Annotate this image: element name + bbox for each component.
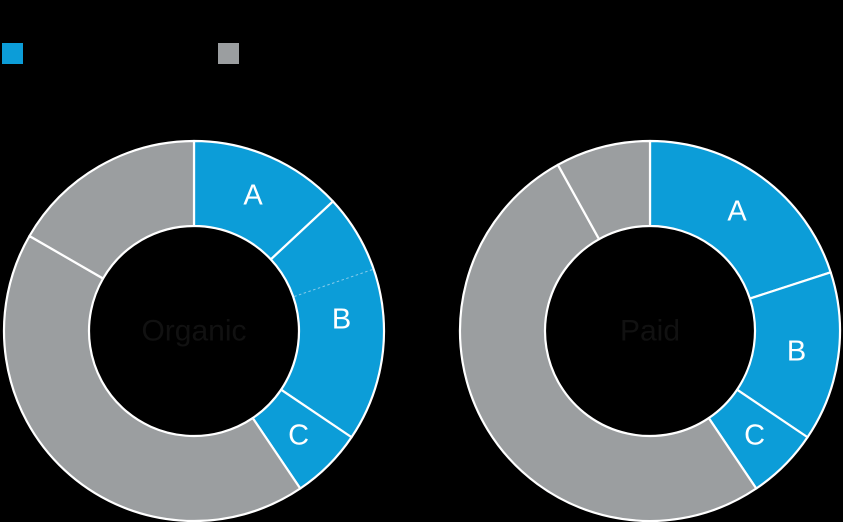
donut-segment-other-4 <box>28 139 196 280</box>
donut-segment-a <box>648 139 832 300</box>
segment-label-b: B <box>787 336 806 368</box>
segment-label-c: C <box>744 420 765 452</box>
faint-segment-divider <box>294 268 373 297</box>
donut-chart-organic: A B C Organic <box>2 139 386 522</box>
legend-swatch-blue <box>2 43 23 64</box>
segment-label-c: C <box>288 420 309 452</box>
center-label-organic: Organic <box>141 315 246 348</box>
segment-label-a: A <box>727 195 747 227</box>
segment-label-a: A <box>243 179 263 211</box>
donut-chart-paid: A B C Paid <box>458 139 842 522</box>
center-label-paid: Paid <box>620 315 680 348</box>
donut-segment-other-3 <box>458 163 758 522</box>
donut-segment-b <box>269 200 386 439</box>
donut-segment-other-4 <box>556 139 652 241</box>
legend-swatch-gray <box>218 43 239 64</box>
segment-label-b: B <box>332 303 351 335</box>
donut-segment-other-3 <box>2 234 302 522</box>
